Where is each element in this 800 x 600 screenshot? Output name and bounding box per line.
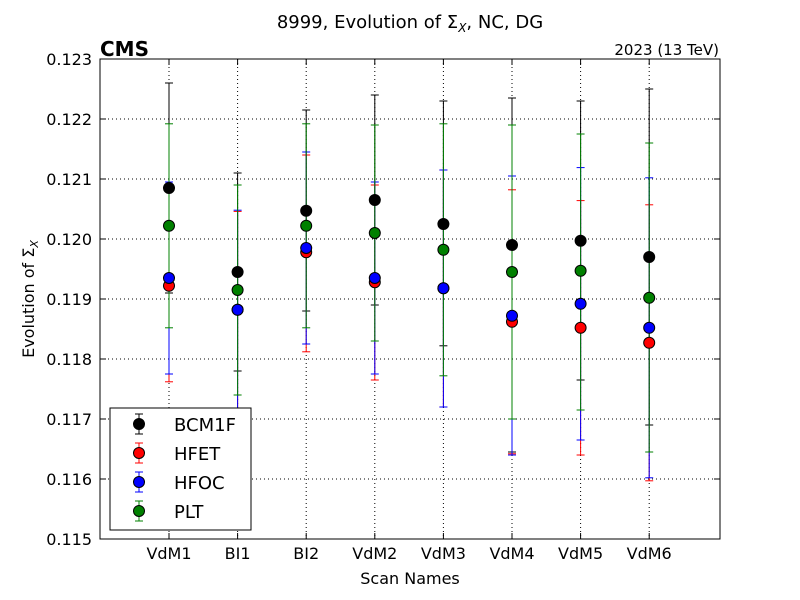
point-hfet xyxy=(643,336,656,349)
x-tick-label: VdM1 xyxy=(146,544,191,563)
point-hfoc xyxy=(231,303,244,316)
legend: BCM1F HFET HFOC PLT xyxy=(109,407,252,531)
point-bcm1f xyxy=(163,182,175,194)
legend-marker-hfoc xyxy=(133,476,145,488)
point-plt xyxy=(574,264,587,277)
point-plt xyxy=(368,227,381,239)
chart-title-suffix: , NC, DG xyxy=(466,12,543,33)
point-hfoc xyxy=(368,272,381,284)
chart-title: 8999, Evolution of ΣX, NC, DG xyxy=(277,12,543,35)
x-tick-label: VdM3 xyxy=(421,544,466,563)
point-bcm1f xyxy=(300,204,313,217)
x-axis: VdM1 BI1 BI2 VdM2 VdM3 VdM4 VdM5 VdM6 xyxy=(146,59,672,563)
x-tick-label: BI1 xyxy=(225,544,251,563)
point-hfoc xyxy=(574,297,587,310)
y-tick-label: 0.115 xyxy=(46,530,92,549)
x-tick-label: VdM2 xyxy=(352,544,397,563)
point-hfoc xyxy=(163,272,175,284)
y-tick-label: 0.122 xyxy=(46,110,92,129)
x-axis-label: Scan Names xyxy=(360,569,460,588)
point-plt xyxy=(300,219,313,232)
legend-label-bcm1f: BCM1F xyxy=(174,415,236,436)
y-tick-label: 0.123 xyxy=(46,50,92,69)
point-plt xyxy=(163,219,175,232)
y-tick-label: 0.117 xyxy=(46,410,92,429)
legend-marker-plt xyxy=(133,505,145,517)
point-plt xyxy=(643,291,656,304)
y-axis: 0.115 0.116 0.117 0.118 0.119 0.120 0.121 0.122… xyxy=(46,50,720,549)
point-hfoc xyxy=(506,309,518,322)
x-tick-label: VdM4 xyxy=(489,544,534,563)
x-tick-label: VdM6 xyxy=(627,544,672,563)
experiment-label: CMS xyxy=(100,37,149,61)
point-hfoc xyxy=(437,282,450,295)
energy-label: 2023 (13 TeV) xyxy=(614,41,719,59)
legend-marker-hfet xyxy=(133,447,145,459)
point-hfoc xyxy=(643,321,656,334)
chart-title-main: 8999, Evolution of Σ xyxy=(277,12,458,33)
legend-marker-bcm1f xyxy=(133,418,145,430)
point-bcm1f xyxy=(368,194,381,206)
point-plt xyxy=(231,284,244,296)
legend-label-hfet: HFET xyxy=(174,444,221,465)
chart-title-subscript: X xyxy=(457,21,467,35)
y-axis-label-main: Evolution of Σ xyxy=(19,248,38,358)
point-bcm1f xyxy=(437,218,450,230)
point-bcm1f xyxy=(574,234,587,247)
point-plt xyxy=(506,266,518,278)
legend-label-hfoc: HFOC xyxy=(174,473,225,494)
marker-layer xyxy=(163,182,656,349)
y-tick-label: 0.121 xyxy=(46,170,92,189)
y-tick-label: 0.120 xyxy=(46,230,92,249)
y-tick-label: 0.116 xyxy=(46,470,92,489)
y-tick-label: 0.118 xyxy=(46,350,92,369)
y-axis-label: Evolution of ΣX xyxy=(19,240,41,358)
point-bcm1f xyxy=(643,251,656,263)
point-hfoc xyxy=(300,242,313,254)
x-tick-label: VdM5 xyxy=(558,544,603,563)
legend-label-plt: PLT xyxy=(174,502,204,523)
point-hfet xyxy=(574,321,587,334)
x-tick-label: BI2 xyxy=(293,544,319,563)
point-bcm1f xyxy=(506,239,518,251)
y-axis-label-subscript: X xyxy=(28,240,41,249)
point-bcm1f xyxy=(231,266,244,278)
point-plt xyxy=(437,243,450,256)
y-tick-label: 0.119 xyxy=(46,290,92,309)
